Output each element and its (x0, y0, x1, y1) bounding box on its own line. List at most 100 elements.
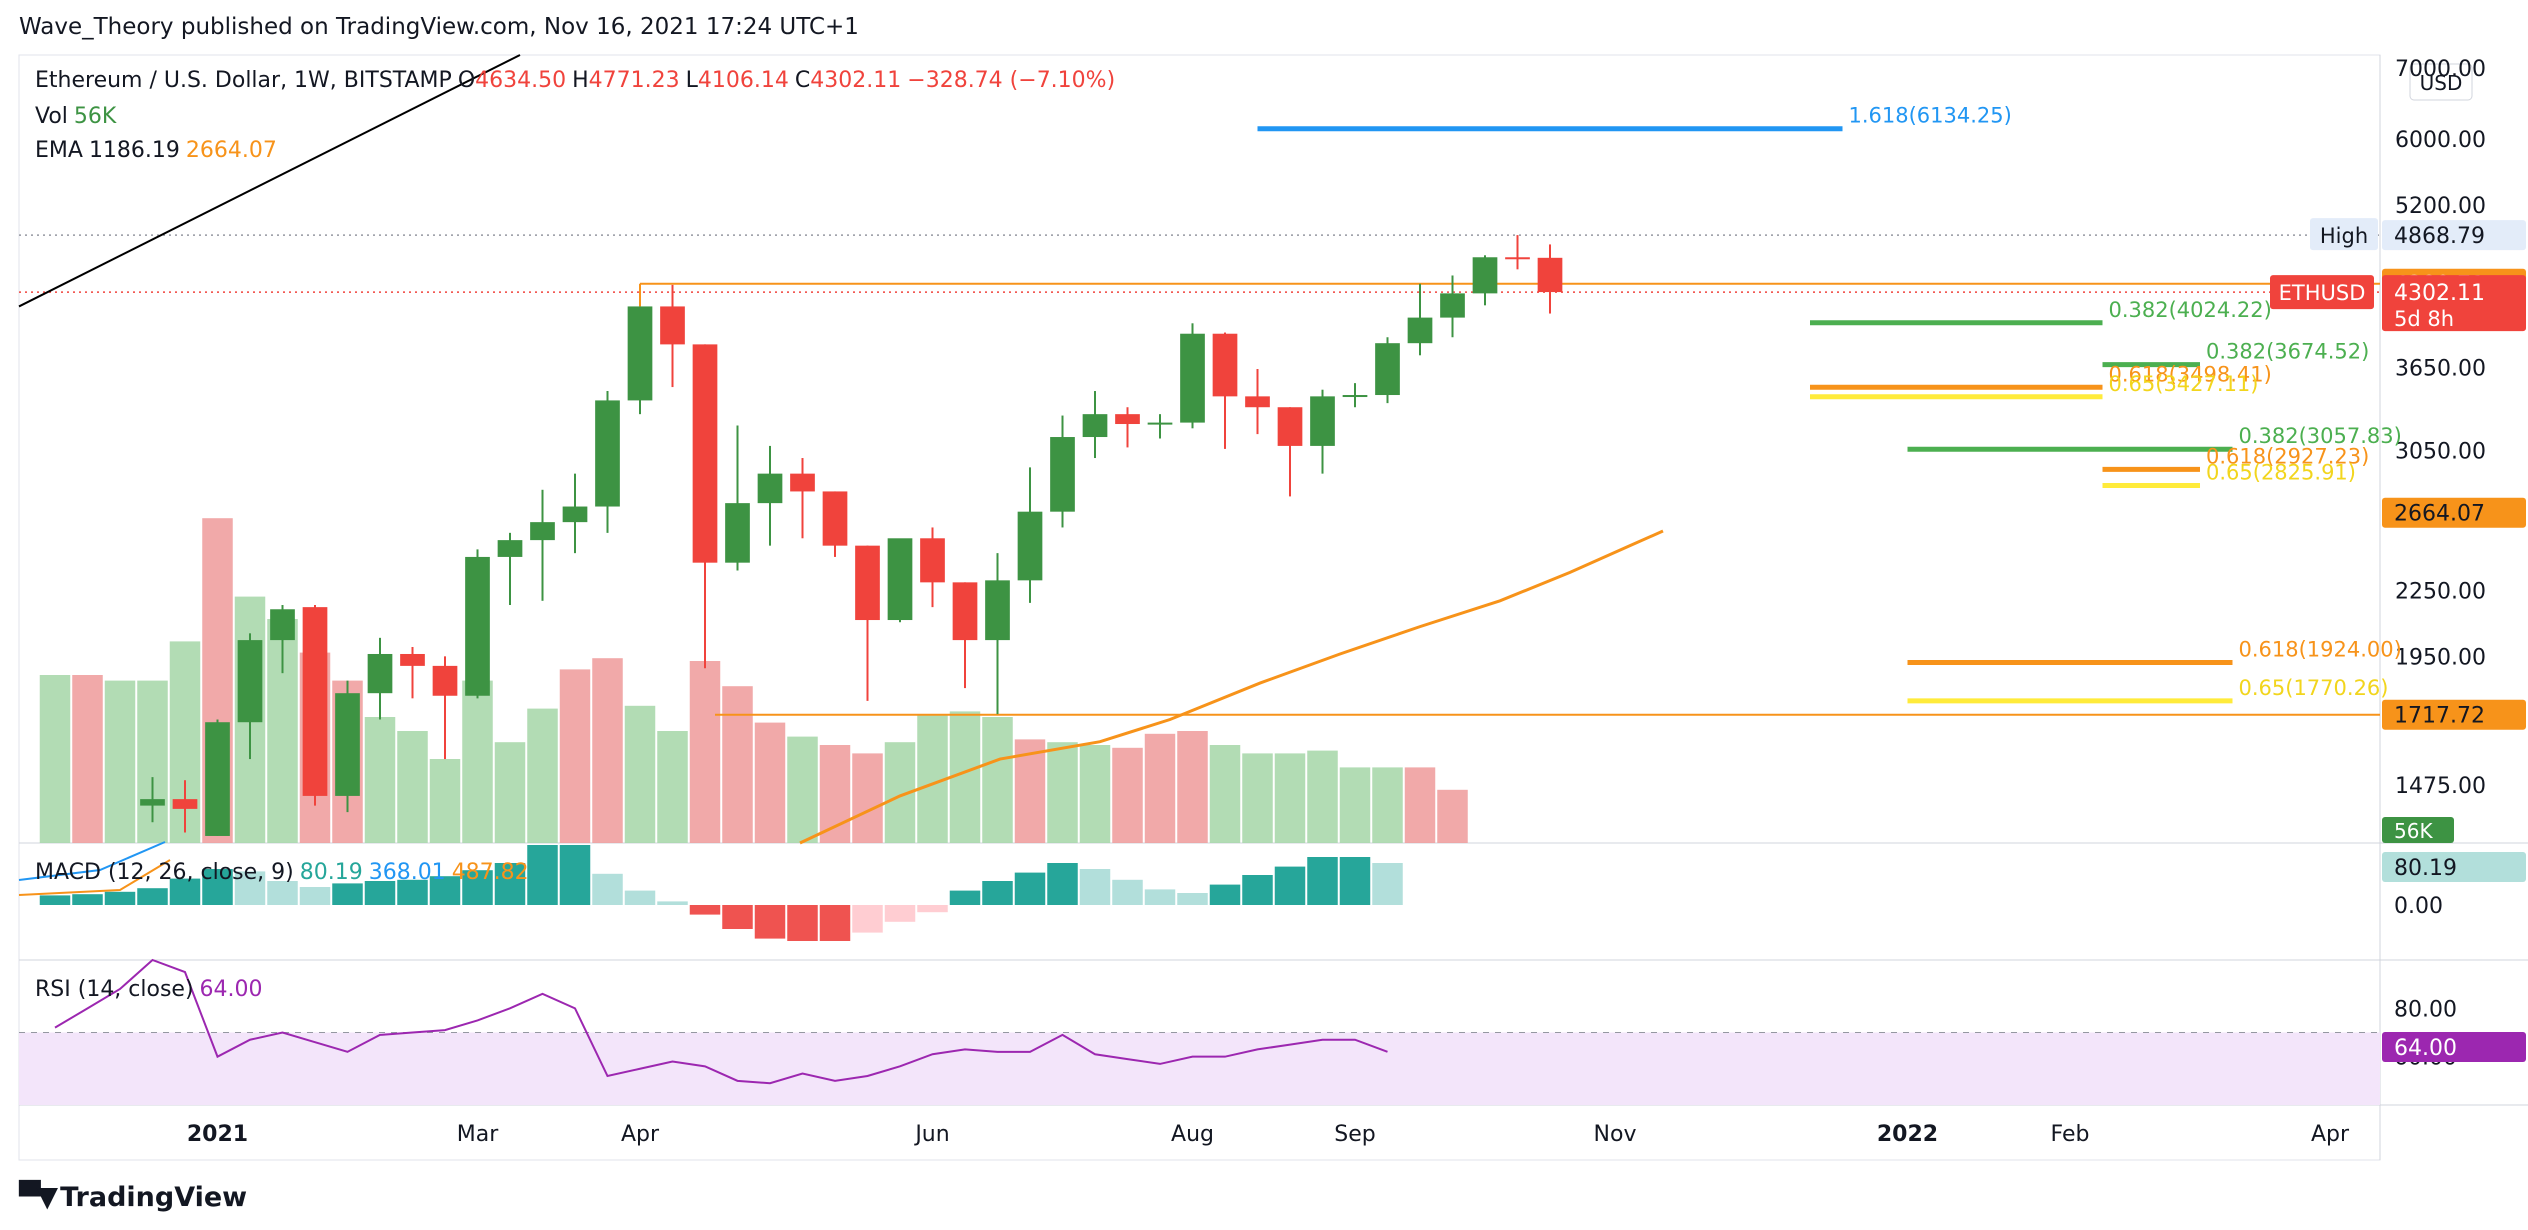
candle-body (627, 306, 653, 401)
volume-bar (364, 717, 396, 843)
macd-histogram-bar (657, 901, 688, 905)
candle-body (1115, 414, 1140, 425)
volume-bar (1047, 742, 1078, 843)
candle-body (660, 306, 685, 345)
legend-ema-row: EMA 1186.19 2664.07 (35, 138, 283, 163)
volume-bar (787, 736, 818, 843)
candle (1277, 407, 1303, 497)
candle-body (822, 491, 848, 546)
macd-histogram-bar (202, 869, 233, 905)
candle (237, 633, 263, 760)
candle (205, 719, 230, 836)
legend-vol-value: 56K (73, 104, 117, 129)
macd-histogram-bar (884, 905, 916, 922)
macd-histogram-bar (494, 863, 526, 905)
high-badge (2310, 218, 2378, 251)
candle-body (1180, 333, 1205, 423)
rsi-tag: 64.00 (2394, 1036, 2457, 1061)
macd-histogram-bar (1079, 869, 1111, 905)
volume-bar (722, 686, 753, 843)
price-tick-label: 7000.00 (2395, 57, 2486, 82)
legend-high-label: H (572, 68, 589, 93)
macd-signal-line (18, 859, 171, 896)
candle-body (595, 400, 620, 507)
fib-level-label: 0.618(3498.41) (2109, 362, 2272, 386)
legend-ema-label: EMA (35, 138, 83, 163)
legend-symbol: Ethereum / U.S. Dollar, 1W, BITSTAMP (35, 68, 452, 93)
legend-change: −328.74 (−7.10%) (907, 68, 1116, 93)
legend-low-label: L (685, 68, 698, 93)
legend-macd-v1: 80.19 (299, 860, 363, 885)
candle-body (1342, 395, 1368, 398)
volume-bar (1372, 767, 1403, 843)
macd-histogram-bar (364, 881, 396, 905)
candle (1375, 337, 1400, 404)
volume-bar (39, 675, 71, 843)
legend-volume-row: Vol 56K (35, 104, 122, 129)
macd-histogram-bar (397, 879, 428, 905)
volume-bar (1339, 767, 1371, 843)
volume-bar (72, 675, 103, 843)
volume-bar (1274, 753, 1306, 843)
candle-body (1310, 396, 1335, 446)
candle-body (1245, 396, 1270, 408)
candle (1180, 323, 1205, 429)
macd-histogram-bar (754, 905, 786, 939)
macd-histogram-bar (819, 905, 851, 941)
fib-level-label: 0.382(3057.83) (2239, 424, 2402, 448)
volume-bar (1112, 747, 1143, 843)
candle-body (302, 607, 328, 796)
time-tick-label: Mar (457, 1122, 499, 1147)
candle-body (432, 665, 458, 696)
currency-label: USD (2420, 71, 2463, 95)
macd-histogram-bar (1372, 863, 1403, 905)
candle-body (1082, 414, 1108, 438)
macd-histogram-bar (559, 845, 591, 905)
volume-bar (1079, 745, 1111, 843)
macd-tag: 80.19 (2394, 856, 2457, 881)
candle (757, 445, 783, 546)
macd-histogram-bar (1112, 879, 1143, 905)
legend-low: 4106.14 (697, 68, 789, 93)
candle-body (562, 506, 588, 523)
price-tick-label: 5200.00 (2395, 194, 2486, 219)
tradingview-logo[interactable]: ▀▼ TradingView (19, 1180, 247, 1213)
candle (887, 538, 913, 623)
macd-histogram-bar (39, 895, 71, 905)
candle (1212, 332, 1238, 449)
macd-histogram-bar (267, 881, 298, 905)
fib-level-label: 0.65(2825.91) (2206, 461, 2356, 485)
macd-histogram-bar (1047, 863, 1078, 905)
symbol-badge-label: ETHUSD (2279, 281, 2366, 305)
volume-bar (689, 661, 721, 843)
close-price-tag-bg (2382, 275, 2526, 332)
volume-bar (462, 680, 493, 843)
candle-body (1537, 257, 1563, 293)
candle (497, 532, 523, 606)
time-tick-label: Feb (2051, 1122, 2090, 1147)
legend-macd-v2: 368.01 (368, 860, 446, 885)
time-tick-label: Sep (1334, 1122, 1375, 1147)
time-tick-label: Nov (1594, 1122, 1637, 1147)
fib-level-label: 0.65(1770.26) (2239, 676, 2389, 700)
fib-level-label: 0.382(4024.22) (2109, 298, 2272, 322)
candle (920, 527, 945, 608)
macd-histogram-bar (787, 905, 818, 941)
candle-body (530, 522, 555, 541)
macd-tag-bg (2382, 852, 2526, 882)
candle-body (1147, 422, 1173, 425)
volume-bar (559, 669, 591, 843)
candle (530, 489, 555, 601)
candle (1147, 414, 1173, 439)
candle-body (920, 538, 945, 583)
candle-body (400, 653, 425, 666)
macd-histogram-bar (982, 881, 1013, 905)
macd-histogram-bar (1307, 857, 1338, 905)
macd-histogram-bar (462, 870, 493, 905)
candle (1342, 383, 1368, 408)
candle (562, 473, 588, 554)
legend-symbol-row: Ethereum / U.S. Dollar, 1W, BITSTAMP O463… (35, 68, 1121, 93)
support-price-tag: 1717.72 (2394, 704, 2485, 729)
currency-badge (2409, 63, 2473, 101)
